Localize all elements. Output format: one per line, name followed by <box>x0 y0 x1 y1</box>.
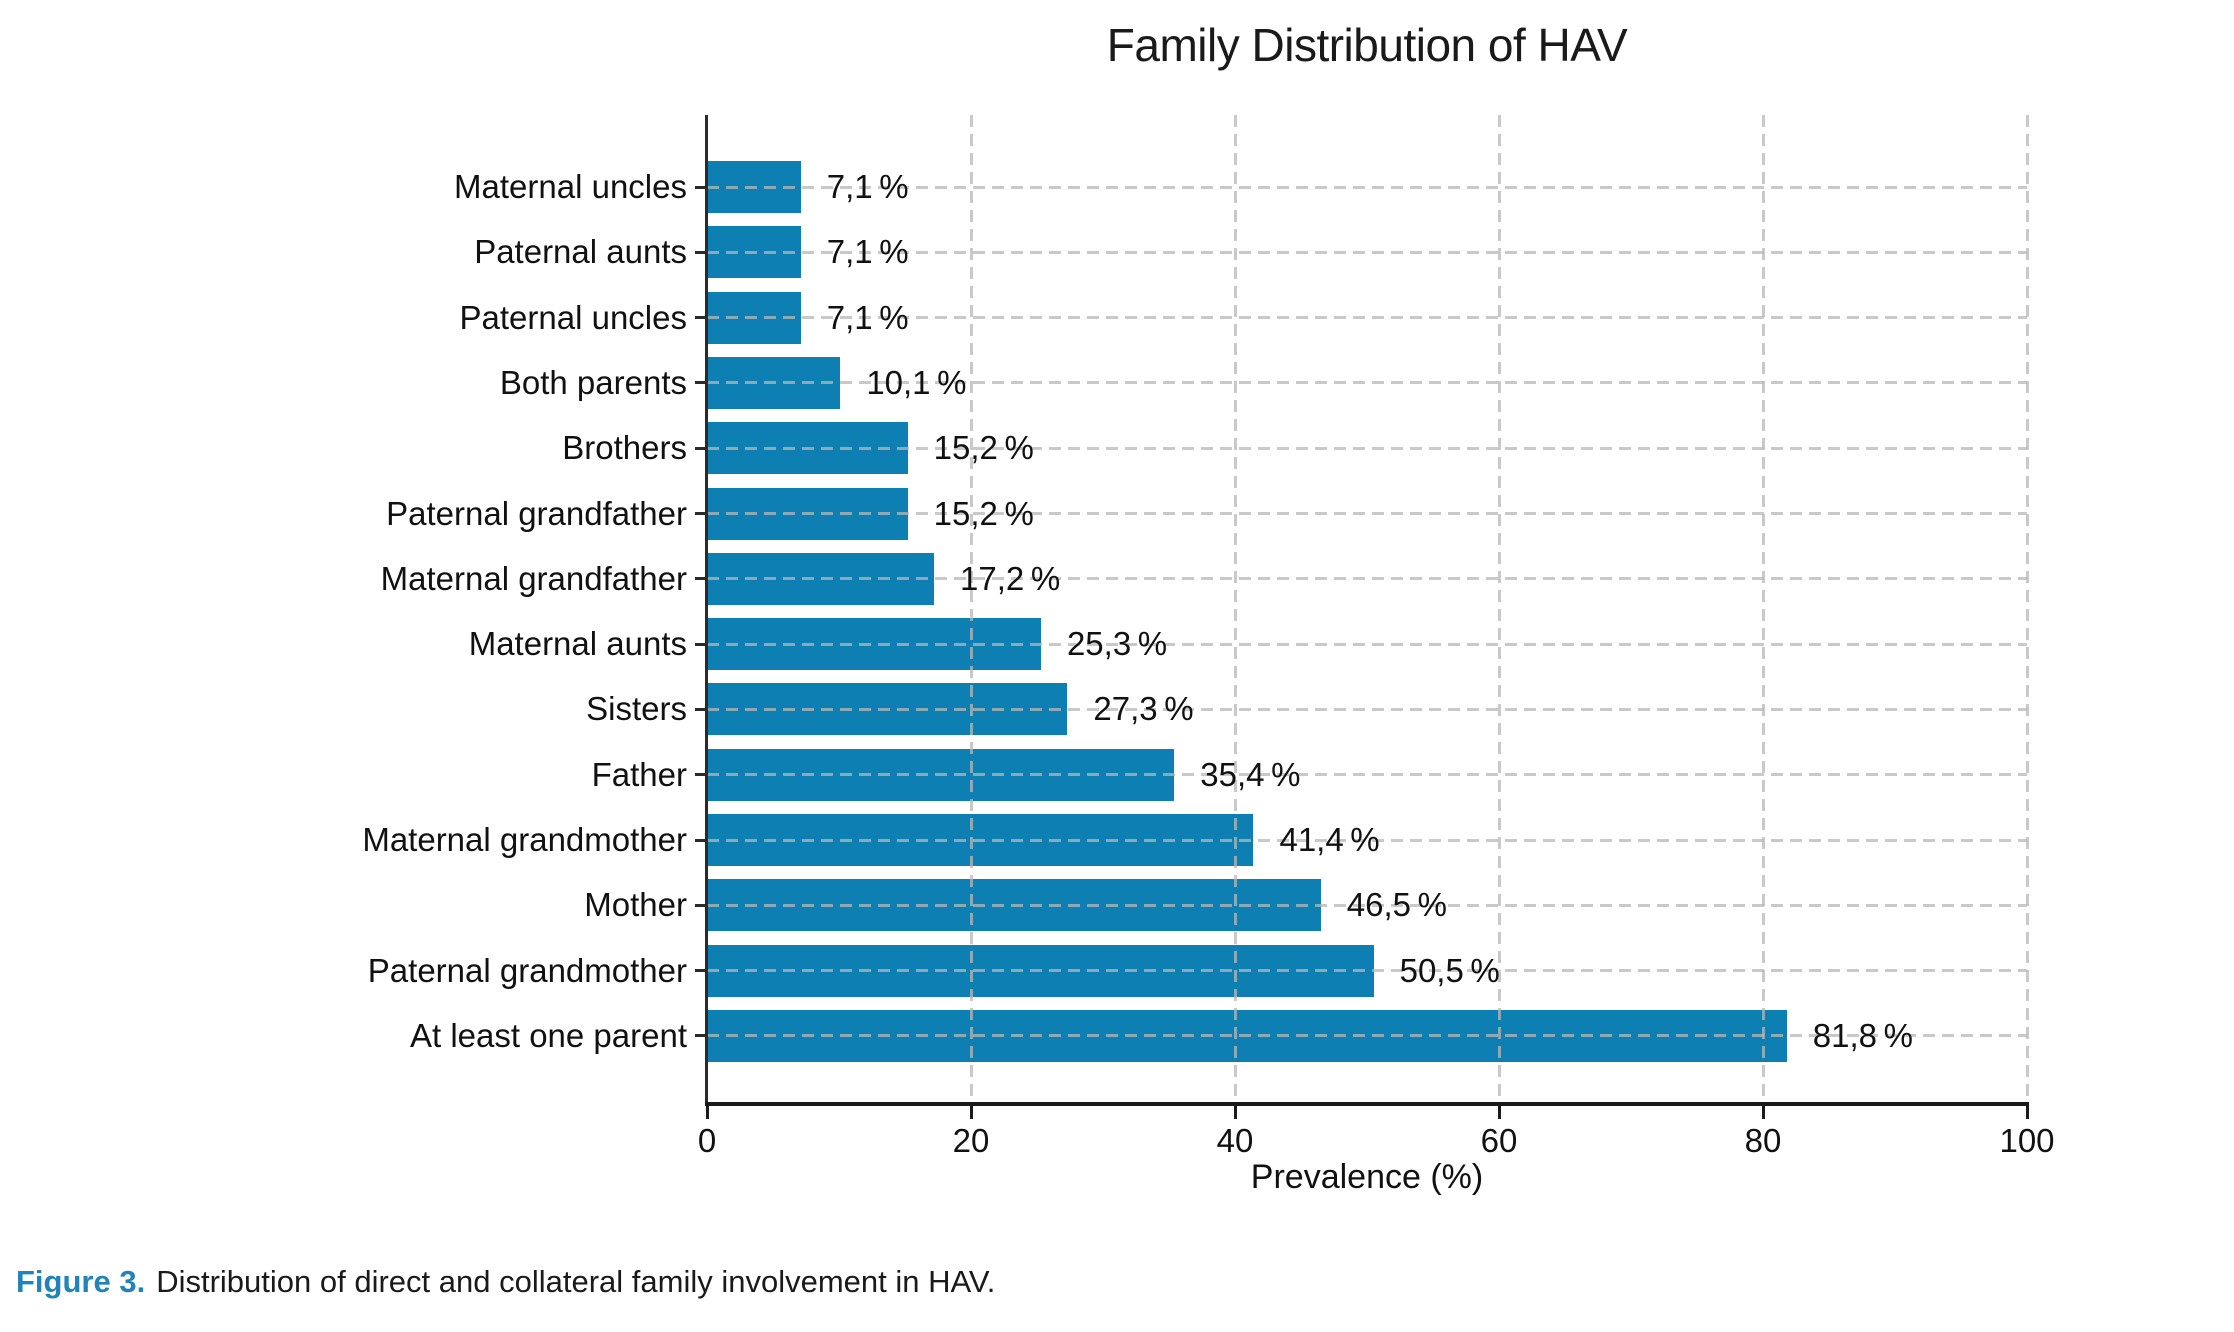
bar-value-label: 35,4 % <box>1200 755 1301 793</box>
category-label: Father <box>591 755 687 793</box>
gridline-vertical <box>2025 115 2029 1102</box>
figure-caption-label: Figure 3. <box>16 1264 146 1299</box>
gridline-horizontal <box>707 446 2027 450</box>
bar-value-label: 50,5 % <box>1399 951 1500 989</box>
bar-value-label: 46,5 % <box>1346 886 1447 924</box>
y-axis-tick <box>695 903 706 907</box>
gridline-horizontal <box>707 838 2027 842</box>
category-label: At least one parent <box>409 1016 687 1054</box>
gridline-horizontal <box>707 707 2027 711</box>
gridline-horizontal <box>707 1034 2027 1038</box>
x-axis-spine <box>705 1102 2029 1106</box>
bar-value-label: 7,1 % <box>826 233 909 271</box>
figure-caption: Figure 3. Distribution of direct and coll… <box>16 1264 995 1300</box>
y-axis-tick <box>695 316 706 320</box>
y-axis-tick <box>695 707 706 711</box>
x-axis-tick <box>1233 1102 1237 1119</box>
category-label: Maternal grandfather <box>380 559 687 597</box>
category-label: Sisters <box>586 690 687 728</box>
bar-value-label: 81,8 % <box>1812 1016 1913 1054</box>
figure-caption-text: Distribution of direct and collateral fa… <box>156 1264 996 1299</box>
gridline-horizontal <box>707 250 2027 254</box>
gridline-horizontal <box>707 577 2027 581</box>
y-axis-tick <box>695 642 706 646</box>
y-axis-tick <box>695 838 706 842</box>
chart-title: Family Distribution of HAV <box>1106 19 1628 71</box>
gridline-horizontal <box>707 381 2027 385</box>
y-axis-tick <box>695 773 706 777</box>
gridline-vertical <box>1761 115 1765 1102</box>
x-axis-tick <box>1497 1102 1501 1119</box>
category-label: Paternal grandmother <box>367 951 687 989</box>
category-label: Brothers <box>562 429 687 467</box>
gridline-horizontal <box>707 642 2027 646</box>
bar-value-label: 15,2 % <box>933 494 1034 532</box>
plot-area: Maternal uncles Paternal aunts Paternal un… <box>362 115 2055 1159</box>
bar-value-label: 7,1 % <box>826 298 909 336</box>
gridline-vertical <box>1233 115 1237 1102</box>
category-label: Maternal aunts <box>468 625 687 663</box>
bar-value-label: 15,2 % <box>933 429 1034 467</box>
x-axis-tick-label: 80 <box>1744 1122 1782 1159</box>
x-axis-tick <box>1761 1102 1765 1119</box>
bar-value-label: 7,1 % <box>826 168 909 205</box>
gridline-horizontal <box>707 512 2027 515</box>
gridline-horizontal <box>707 316 2027 320</box>
gridline-horizontal <box>707 969 2027 973</box>
category-label: Maternal grandmother <box>362 821 687 858</box>
bar-value-label: 10,1 % <box>866 363 967 401</box>
category-label: Paternal aunts <box>474 233 687 271</box>
x-axis-tick-label: 20 <box>952 1122 990 1159</box>
category-label: Paternal grandfather <box>386 494 687 532</box>
y-axis-tick <box>695 969 706 973</box>
x-axis-tick-label: 40 <box>1216 1122 1254 1159</box>
x-axis-tick <box>705 1102 709 1119</box>
y-axis-tick <box>695 185 706 189</box>
x-axis-tick <box>2025 1102 2029 1119</box>
category-label: Mother <box>584 886 687 924</box>
category-label: Paternal uncles <box>459 298 687 336</box>
gridline-horizontal <box>707 773 2027 777</box>
x-axis-tick-label: 100 <box>1999 1122 2055 1159</box>
bar-value-label: 41,4 % <box>1279 821 1380 858</box>
x-axis-tick-label: 60 <box>1480 1122 1518 1159</box>
x-axis-tick-label: 0 <box>697 1122 717 1159</box>
x-axis-label: Prevalence (%) <box>1250 1158 1484 1196</box>
category-label: Both parents <box>499 363 687 401</box>
gridline-horizontal <box>707 903 2027 907</box>
y-axis-tick <box>695 250 706 254</box>
y-axis-tick <box>695 446 706 450</box>
bar-value-label: 25,3 % <box>1066 625 1168 663</box>
gridline-vertical <box>1497 115 1501 1102</box>
y-axis-tick <box>695 1034 706 1038</box>
gridline-vertical <box>969 115 973 1102</box>
y-axis-tick <box>695 512 706 515</box>
category-label: Maternal uncles <box>454 168 687 205</box>
gridline-horizontal <box>707 185 2027 189</box>
y-axis-spine <box>705 115 708 1106</box>
bar-value-label: 27,3 % <box>1093 690 1194 728</box>
x-axis-tick <box>969 1102 973 1119</box>
bar-value-label: 17,2 % <box>960 559 1061 597</box>
y-axis-tick <box>695 381 706 385</box>
y-axis-tick <box>695 577 706 581</box>
